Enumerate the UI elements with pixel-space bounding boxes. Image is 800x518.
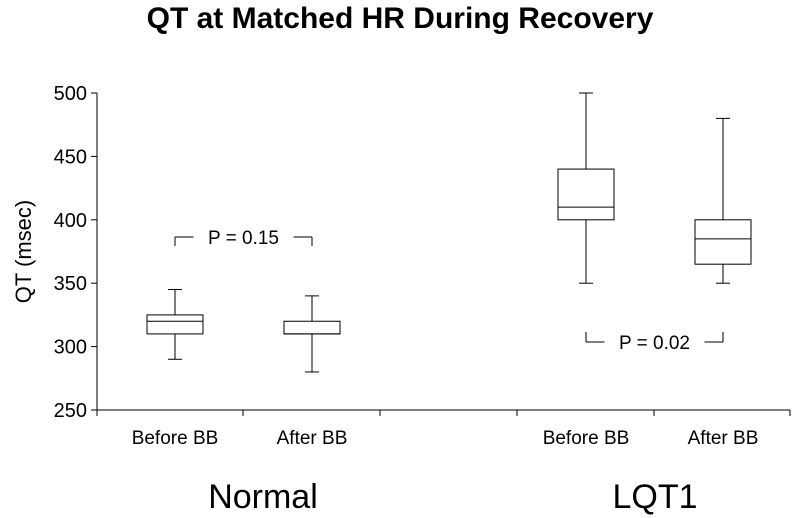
category-label: Before BB (543, 428, 630, 449)
box (283, 320, 341, 335)
category-label: After BB (277, 428, 348, 449)
category-labels: Before BB After BB Normal Before BB After BB… (132, 428, 759, 516)
box (146, 314, 204, 335)
group-label: LQT1 (612, 478, 697, 516)
box-series (146, 92, 752, 373)
y-tick-label: 450 (54, 146, 87, 168)
chart-title: QT at Matched HR During Recovery (146, 2, 654, 35)
group-label: Normal (208, 478, 318, 516)
y-tick-label: 250 (54, 400, 87, 422)
box (557, 168, 615, 221)
category-label: Before BB (132, 428, 219, 449)
annotations: P = 0.15 P = 0.02 (174, 228, 724, 354)
y-tick-label: 300 (54, 337, 87, 359)
p-value-annotation: P = 0.02 (619, 333, 690, 354)
p-value-annotation: P = 0.15 (208, 228, 279, 249)
y-tick-label: 400 (54, 210, 87, 232)
y-tick-label: 500 (54, 83, 87, 105)
axes: 250 300 350 400 450 500 QT (msec) (11, 83, 791, 422)
y-tick-label: 350 (54, 273, 87, 295)
y-axis-label: QT (msec) (11, 200, 36, 303)
category-label: After BB (688, 428, 759, 449)
box (694, 219, 752, 265)
